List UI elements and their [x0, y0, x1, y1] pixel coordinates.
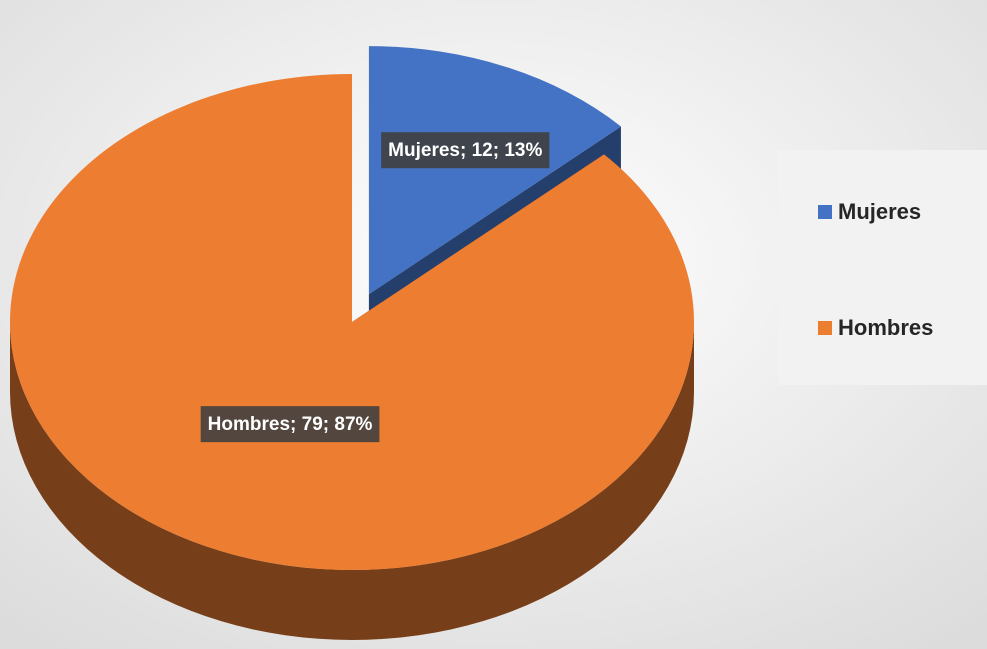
legend-label: Hombres — [838, 315, 933, 340]
data-label: Hombres; 79; 87% — [200, 406, 380, 443]
data-label-text: Mujeres; 12; 13% — [388, 140, 542, 161]
legend-box — [778, 150, 987, 385]
slice-side — [10, 322, 694, 640]
data-label: Mujeres; 12; 13% — [381, 132, 550, 169]
slice — [9, 74, 694, 640]
legend-label: Mujeres — [838, 199, 921, 224]
pie — [9, 46, 694, 640]
legend-swatch — [818, 321, 832, 335]
data-label-box — [200, 406, 380, 443]
data-label-box — [381, 132, 550, 169]
slice-top — [368, 46, 621, 295]
legend-swatch — [818, 205, 832, 219]
slice-top — [9, 74, 694, 570]
data-label-text: Hombres; 79; 87% — [208, 414, 373, 435]
